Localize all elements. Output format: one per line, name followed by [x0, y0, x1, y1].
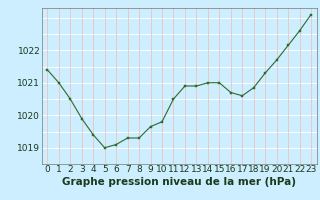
X-axis label: Graphe pression niveau de la mer (hPa): Graphe pression niveau de la mer (hPa): [62, 177, 296, 187]
